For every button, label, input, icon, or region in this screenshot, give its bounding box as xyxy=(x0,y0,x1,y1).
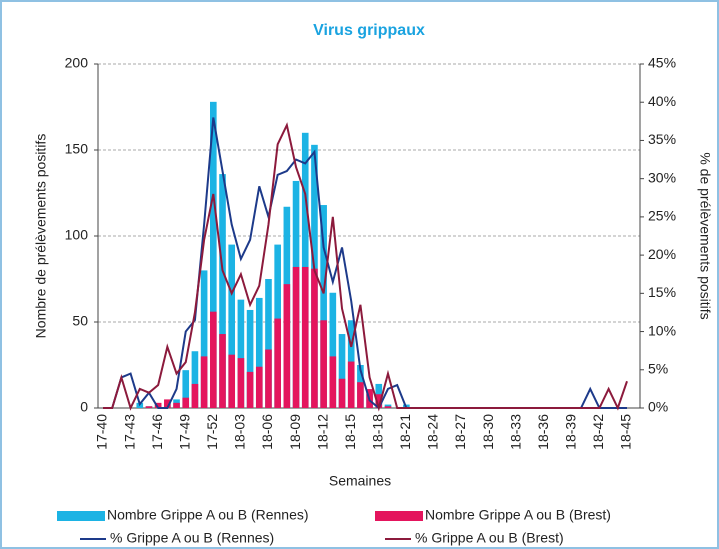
legend-label: % Grippe A ou B (Brest) xyxy=(415,530,564,546)
x-tick-label: 17-46 xyxy=(149,414,165,450)
x-tick-label: 18-30 xyxy=(480,414,496,450)
bar xyxy=(347,361,355,408)
x-tick-label: 18-36 xyxy=(535,414,551,450)
bar xyxy=(237,358,245,408)
legend-label: % Grippe A ou B (Rennes) xyxy=(110,530,274,546)
legend-label: Nombre Grippe A ou B (Brest) xyxy=(425,507,611,523)
y2-tick-label: 45% xyxy=(648,55,676,71)
y2-tick-label: 10% xyxy=(648,322,676,338)
bar xyxy=(274,318,281,408)
chart-title: Virus grippaux xyxy=(313,22,425,39)
x-tick-label: 18-09 xyxy=(287,414,303,450)
bar xyxy=(338,378,346,408)
legend-swatch xyxy=(57,511,105,521)
x-tick-label: 17-40 xyxy=(94,414,110,450)
y2-tick-label: 35% xyxy=(648,131,676,147)
y-tick-label: 100 xyxy=(65,227,89,243)
bar xyxy=(255,297,263,408)
x-tick-label: 18-27 xyxy=(452,414,468,450)
y2-tick-label: 15% xyxy=(648,284,676,300)
x-tick-label: 17-43 xyxy=(121,414,137,450)
bar xyxy=(329,292,337,408)
bar xyxy=(219,334,226,408)
x-tick-label: 18-33 xyxy=(507,414,523,450)
x-tick-label: 18-21 xyxy=(397,414,413,450)
bar xyxy=(219,174,226,408)
x-tick-label: 18-15 xyxy=(342,414,358,450)
bar xyxy=(154,402,162,408)
bar xyxy=(292,266,300,408)
x-tick-label: 17-52 xyxy=(204,414,220,450)
y2-tick-label: 5% xyxy=(648,360,668,376)
bar xyxy=(255,366,263,408)
bar xyxy=(329,356,337,408)
bar xyxy=(228,244,236,408)
bar xyxy=(384,406,392,408)
bar xyxy=(173,402,180,408)
bar xyxy=(246,371,254,408)
x-tick-label: 18-12 xyxy=(314,414,330,450)
y2-tick-label: 40% xyxy=(648,93,676,109)
bar xyxy=(311,268,318,408)
bar xyxy=(265,279,272,408)
bar xyxy=(246,309,254,408)
bar xyxy=(265,349,272,408)
y-tick-label: 0 xyxy=(80,399,88,415)
bar xyxy=(200,270,208,408)
y2-tick-label: 0% xyxy=(648,399,668,415)
y2-tick-label: 25% xyxy=(648,208,676,224)
x-tick-label: 18-39 xyxy=(563,414,579,450)
x-tick-label: 18-45 xyxy=(618,414,634,450)
bar xyxy=(357,382,364,408)
y-tick-label: 150 xyxy=(65,141,89,157)
bar xyxy=(191,351,199,408)
x-tick-label: 17-49 xyxy=(176,414,192,450)
x-tick-label: 18-42 xyxy=(590,414,606,450)
bar xyxy=(191,383,199,408)
bar xyxy=(320,320,327,408)
bar xyxy=(301,266,309,408)
y-tick-label: 200 xyxy=(65,55,89,71)
bar xyxy=(145,406,153,408)
x-tick-label: 18-18 xyxy=(369,414,385,450)
x-axis-title: Semaines xyxy=(329,473,391,489)
y-axis-title: Nombre de prélèvements positifs xyxy=(33,134,49,339)
bar xyxy=(210,101,217,408)
bar xyxy=(375,394,383,408)
y-tick-label: 50 xyxy=(72,313,88,329)
bar xyxy=(200,356,208,408)
x-tick-label: 18-06 xyxy=(259,414,275,450)
bar xyxy=(210,311,217,408)
bar xyxy=(283,284,291,408)
legend-label: Nombre Grippe A ou B (Rennes) xyxy=(107,507,309,523)
y2-axis-title: % de prélèvements positifs xyxy=(697,152,713,319)
bar xyxy=(228,354,236,408)
bar xyxy=(182,370,190,408)
bar xyxy=(338,334,346,408)
bar xyxy=(320,205,327,408)
y2-tick-label: 30% xyxy=(648,169,676,185)
y2-tick-label: 20% xyxy=(648,246,676,262)
bar xyxy=(164,399,171,408)
line xyxy=(103,122,628,412)
bar xyxy=(182,397,190,408)
bar xyxy=(237,299,245,408)
x-tick-label: 18-24 xyxy=(425,414,441,450)
legend-swatch xyxy=(375,511,423,521)
x-tick-label: 18-03 xyxy=(232,414,248,450)
